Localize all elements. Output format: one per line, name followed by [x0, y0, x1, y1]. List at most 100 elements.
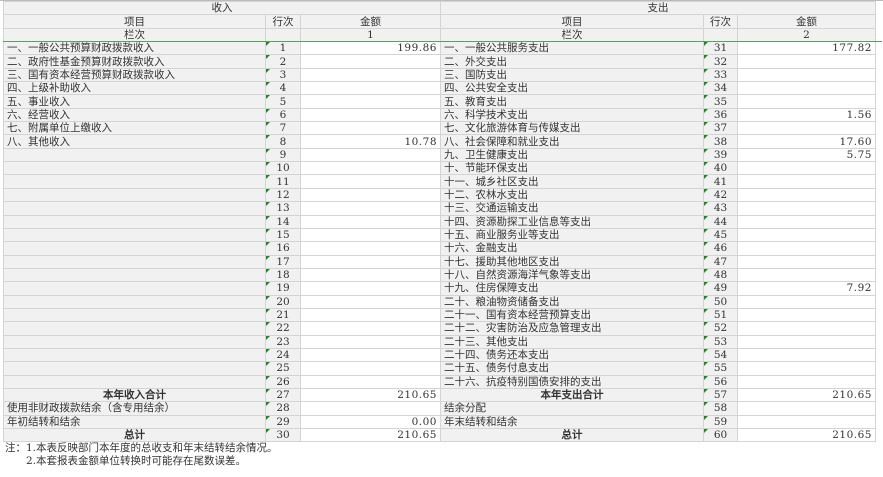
expense-amount-cell[interactable] — [737, 241, 876, 256]
income-item-cell[interactable]: 总计 — [3, 427, 266, 443]
income-item-cell[interactable]: 三、国有资本经营预算财政拨款收入 — [3, 67, 266, 83]
expense-line-number[interactable]: 42 — [703, 187, 738, 203]
income-item-cell[interactable]: 年初结转和结余 — [3, 414, 266, 430]
income-amount-cell[interactable] — [300, 121, 441, 136]
expense-amount-cell[interactable] — [737, 121, 876, 136]
income-item-cell[interactable]: 七、附属单位上缴收入 — [3, 121, 266, 136]
income-line-number[interactable]: 8 — [265, 134, 301, 149]
expense-item-cell[interactable]: 十、节能环保支出 — [440, 161, 704, 176]
expense-item-cell[interactable]: 二十一、国有资本经营预算支出 — [440, 307, 704, 323]
income-amount-cell[interactable] — [300, 267, 441, 283]
expense-line-number[interactable]: 31 — [703, 41, 738, 56]
income-amount-cell[interactable] — [300, 321, 441, 336]
income-amount-cell[interactable] — [300, 94, 441, 109]
expense-amount-cell[interactable] — [737, 214, 876, 229]
income-line-number[interactable]: 6 — [265, 107, 301, 123]
expense-amount-cell[interactable] — [737, 347, 876, 363]
expense-amount-cell[interactable]: 7.92 — [737, 281, 876, 296]
income-line-number[interactable]: 4 — [265, 81, 301, 96]
expense-item-cell[interactable]: 十二、农林水支出 — [440, 187, 704, 203]
income-amount-cell[interactable]: 199.86 — [300, 41, 441, 56]
income-line-number[interactable]: 14 — [265, 214, 301, 229]
expense-amount-cell[interactable] — [737, 321, 876, 336]
income-amount-cell[interactable] — [300, 294, 441, 309]
expense-line-number[interactable]: 50 — [703, 294, 738, 309]
expense-amount-cell[interactable] — [737, 254, 876, 269]
expense-line-number[interactable]: 54 — [703, 347, 738, 363]
expense-amount-cell[interactable] — [737, 307, 876, 323]
income-line-number[interactable]: 16 — [265, 241, 301, 256]
income-item-cell[interactable] — [3, 294, 266, 309]
income-amount-cell[interactable] — [300, 401, 441, 416]
income-item-cell[interactable] — [3, 374, 266, 389]
expense-line-number[interactable]: 44 — [703, 214, 738, 229]
expense-item-cell[interactable]: 八、社会保障和就业支出 — [440, 134, 704, 149]
income-item-cell[interactable]: 一、一般公共预算财政拨款收入 — [3, 41, 266, 56]
expense-amount-cell[interactable] — [737, 94, 876, 109]
income-amount-cell[interactable]: 0.00 — [300, 414, 441, 430]
expense-item-cell[interactable]: 结余分配 — [440, 401, 704, 416]
expense-amount-cell[interactable] — [737, 401, 876, 416]
income-amount-cell[interactable] — [300, 334, 441, 349]
income-line-number[interactable]: 2 — [265, 54, 301, 69]
expense-amount-cell[interactable] — [737, 227, 876, 243]
income-amount-cell[interactable] — [300, 307, 441, 323]
income-line-number[interactable]: 22 — [265, 321, 301, 336]
income-line-number[interactable]: 29 — [265, 414, 301, 430]
expense-line-number[interactable]: 39 — [703, 147, 738, 163]
expense-amount-cell[interactable] — [737, 187, 876, 203]
expense-amount-cell[interactable]: 5.75 — [737, 147, 876, 163]
income-item-cell[interactable] — [3, 201, 266, 216]
income-item-cell[interactable] — [3, 334, 266, 349]
income-line-number[interactable]: 21 — [265, 307, 301, 323]
expense-line-number[interactable]: 51 — [703, 307, 738, 323]
expense-amount-cell[interactable]: 210.65 — [737, 387, 876, 403]
expense-line-number[interactable]: 32 — [703, 54, 738, 69]
expense-amount-cell[interactable] — [737, 67, 876, 83]
expense-line-number[interactable]: 41 — [703, 174, 738, 189]
income-item-cell[interactable] — [3, 281, 266, 296]
income-item-cell[interactable] — [3, 214, 266, 229]
expense-item-cell[interactable]: 二十三、其他支出 — [440, 334, 704, 349]
expense-line-number[interactable]: 45 — [703, 227, 738, 243]
income-item-cell[interactable] — [3, 361, 266, 376]
expense-item-cell[interactable]: 二十、粮油物资储备支出 — [440, 294, 704, 309]
income-item-cell[interactable]: 八、其他收入 — [3, 134, 266, 149]
expense-item-cell[interactable]: 二十二、灾害防治及应急管理支出 — [440, 321, 704, 336]
expense-item-cell[interactable]: 二十五、债务付息支出 — [440, 361, 704, 376]
expense-item-cell[interactable]: 十四、资源勘探工业信息等支出 — [440, 214, 704, 229]
income-item-cell[interactable] — [3, 147, 266, 163]
income-amount-cell[interactable]: 210.65 — [300, 387, 441, 403]
expense-item-cell[interactable]: 四、公共安全支出 — [440, 81, 704, 96]
expense-item-cell[interactable]: 十三、交通运输支出 — [440, 201, 704, 216]
expense-line-number[interactable]: 38 — [703, 134, 738, 149]
income-amount-cell[interactable] — [300, 147, 441, 163]
expense-item-cell[interactable]: 本年支出合计 — [440, 387, 704, 403]
income-amount-cell[interactable] — [300, 174, 441, 189]
income-amount-cell[interactable] — [300, 347, 441, 363]
expense-item-cell[interactable]: 二十四、债务还本支出 — [440, 347, 704, 363]
income-amount-cell[interactable] — [300, 254, 441, 269]
income-item-cell[interactable] — [3, 254, 266, 269]
expense-line-number[interactable]: 34 — [703, 81, 738, 96]
expense-item-cell[interactable]: 二十六、抗疫特别国债安排的支出 — [440, 374, 704, 389]
income-line-number[interactable]: 3 — [265, 67, 301, 83]
expense-line-number[interactable]: 35 — [703, 94, 738, 109]
expense-amount-cell[interactable] — [737, 267, 876, 283]
income-item-cell[interactable]: 二、政府性基金预算财政拨款收入 — [3, 54, 266, 69]
expense-item-cell[interactable]: 五、教育支出 — [440, 94, 704, 109]
expense-item-cell[interactable]: 三、国防支出 — [440, 67, 704, 83]
income-item-cell[interactable] — [3, 321, 266, 336]
income-line-number[interactable]: 9 — [265, 147, 301, 163]
income-amount-cell[interactable] — [300, 81, 441, 96]
expense-item-cell[interactable]: 十八、自然资源海洋气象等支出 — [440, 267, 704, 283]
expense-line-number[interactable]: 33 — [703, 67, 738, 83]
expense-line-number[interactable]: 40 — [703, 161, 738, 176]
income-amount-cell[interactable] — [300, 54, 441, 69]
expense-amount-cell[interactable]: 210.65 — [737, 427, 876, 443]
expense-item-cell[interactable]: 二、外交支出 — [440, 54, 704, 69]
income-item-cell[interactable] — [3, 227, 266, 243]
income-item-cell[interactable]: 六、经营收入 — [3, 107, 266, 123]
expense-line-number[interactable]: 48 — [703, 267, 738, 283]
expense-amount-cell[interactable] — [737, 294, 876, 309]
